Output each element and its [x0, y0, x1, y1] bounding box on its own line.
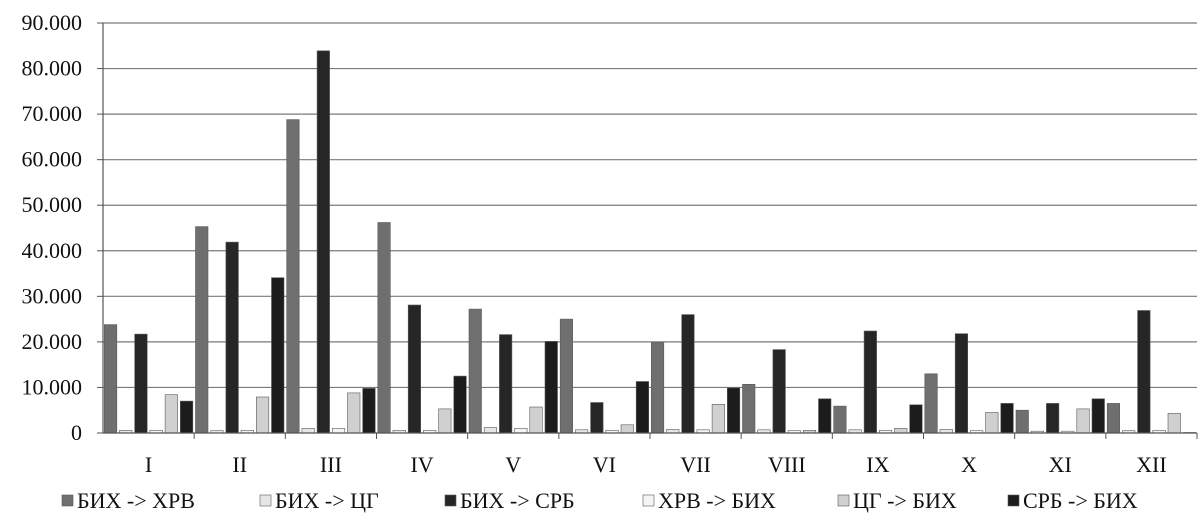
bar	[164, 394, 178, 434]
y-tick-label: 70.000	[22, 101, 83, 126]
y-tick-label: 40.000	[22, 238, 83, 263]
legend-swatch	[642, 494, 655, 507]
bar	[772, 349, 786, 434]
bar	[316, 50, 330, 434]
bar	[894, 428, 908, 434]
bar	[1046, 403, 1060, 434]
bar	[711, 403, 725, 434]
bar	[255, 396, 270, 434]
x-tick-label: X	[961, 452, 977, 477]
x-tick-label: VIII	[768, 452, 806, 477]
axes: 0 10.000 20.000 30.000 40.000 50.000 60.000 70.…	[22, 10, 1198, 477]
bar	[833, 405, 847, 434]
y-tick-label: 60.000	[22, 147, 83, 172]
x-tick-label: III	[320, 452, 342, 477]
legend-swatch	[259, 494, 272, 507]
bar	[650, 342, 665, 434]
y-tick-label: 0	[71, 420, 82, 445]
legend-label: БИХ -> СРБ	[460, 488, 575, 513]
bar	[954, 333, 969, 434]
bar	[180, 400, 194, 434]
bar	[635, 381, 650, 434]
y-tick-label: 80.000	[22, 56, 83, 81]
bar	[1137, 310, 1151, 434]
x-tick-label: V	[505, 452, 521, 477]
bar	[438, 408, 452, 434]
bar	[863, 330, 877, 434]
x-tick-label: IV	[410, 452, 433, 477]
bar	[681, 314, 695, 434]
bar	[331, 428, 346, 434]
bar	[544, 341, 558, 434]
bar	[134, 333, 148, 434]
y-tick-label: 20.000	[22, 329, 83, 354]
bar	[468, 308, 482, 434]
bar	[620, 424, 634, 434]
bar	[726, 387, 741, 434]
legend: БИХ -> ХРВ БИХ -> ЦГ БИХ -> СРБ ХРВ -> БИХ Ц…	[61, 488, 1138, 513]
legend-swatch	[1007, 494, 1020, 507]
bar	[407, 304, 422, 434]
bar	[483, 427, 498, 434]
bar	[271, 277, 285, 434]
legend-label: БИХ -> ХРВ	[77, 488, 195, 513]
y-tick-label: 30.000	[22, 283, 83, 308]
bar	[529, 406, 543, 434]
legend-swatch	[444, 494, 457, 507]
bar	[559, 318, 574, 434]
legend-label: ХРВ -> БИХ	[658, 488, 776, 513]
bar	[909, 404, 923, 434]
bar	[590, 402, 604, 434]
bar	[514, 428, 528, 434]
bar	[1000, 403, 1014, 434]
x-tick-label: VII	[680, 452, 711, 477]
gridlines	[103, 22, 1197, 389]
y-tick-label: 50.000	[22, 192, 83, 217]
bar	[1106, 403, 1120, 434]
bar	[377, 222, 391, 434]
y-tick-label: 90.000	[22, 10, 83, 35]
x-tick-label: IX	[866, 452, 889, 477]
y-tick-label: 10.000	[22, 374, 83, 399]
x-tick-label: I	[145, 452, 152, 477]
bar	[985, 412, 999, 434]
legend-label: СРБ -> БИХ	[1023, 488, 1138, 513]
bar	[104, 324, 118, 434]
legend-label: ЦГ -> БИХ	[853, 488, 957, 513]
legend-swatch	[61, 494, 74, 507]
bar	[742, 383, 756, 434]
x-tick-label: VI	[593, 452, 616, 477]
bar	[818, 398, 832, 434]
bar	[225, 241, 239, 434]
bar	[1091, 398, 1105, 434]
bar	[1076, 408, 1090, 434]
x-tick-label: II	[232, 452, 247, 477]
x-tick-label: XI	[1049, 452, 1072, 477]
bar	[924, 373, 938, 434]
bar	[301, 428, 315, 434]
bar	[1167, 413, 1181, 434]
bar	[195, 226, 209, 434]
bar	[286, 119, 300, 434]
bar	[347, 392, 361, 434]
legend-swatch	[837, 494, 850, 507]
legend-label: БИХ -> ЦГ	[275, 488, 379, 513]
bar	[453, 375, 467, 434]
bar	[1015, 409, 1029, 434]
bars	[104, 50, 1196, 434]
bar	[362, 388, 376, 434]
x-tick-label: XII	[1136, 452, 1167, 477]
bar	[499, 334, 513, 434]
